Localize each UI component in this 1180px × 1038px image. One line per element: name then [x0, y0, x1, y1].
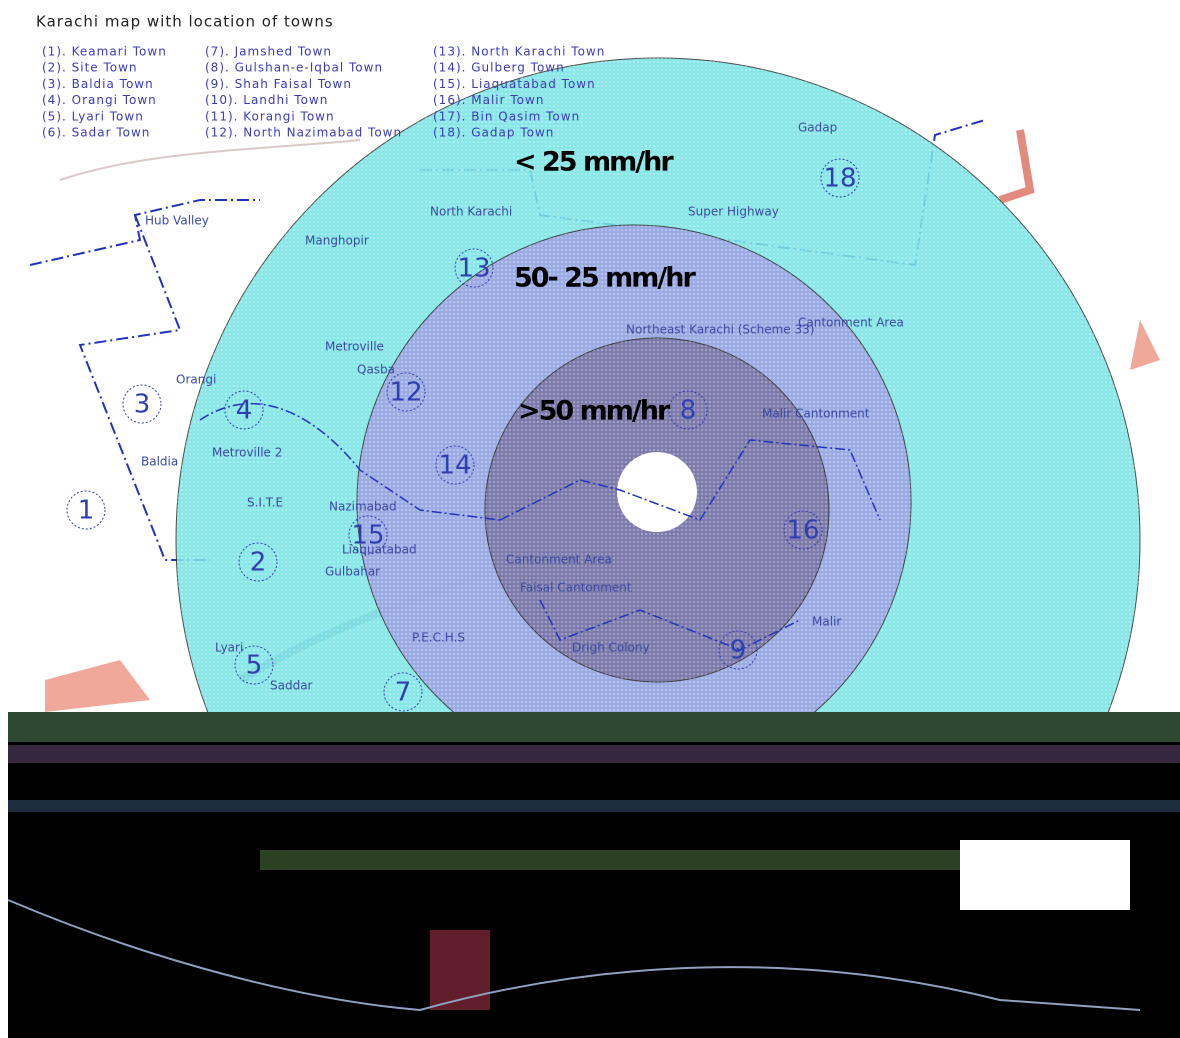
town-marker-ring: [66, 490, 106, 530]
town-marker: 16: [786, 516, 819, 546]
legend-item: (5). Lyari Town: [42, 109, 144, 123]
town-marker-ring: [238, 542, 278, 582]
legend-item: (2). Site Town: [42, 61, 138, 75]
town-marker-ring: [718, 630, 758, 670]
legend-item: (1). Keamari Town: [42, 45, 167, 59]
place-label: Saddar: [270, 679, 313, 693]
town-marker-ring: [783, 510, 823, 550]
title: Karachi map with location of towns: [36, 13, 334, 31]
town-marker: 9: [730, 636, 747, 666]
town-marker-ring: [348, 515, 388, 555]
legend-item: (11). Korangi Town: [205, 109, 335, 123]
town-marker: 4: [236, 396, 253, 426]
zone-label: < 25 mm/hr: [514, 147, 674, 178]
place-label: P.E.C.H.S: [412, 631, 465, 645]
town-marker-ring: [234, 645, 274, 685]
town-marker: 14: [438, 451, 471, 481]
legend-item: (3). Baldia Town: [42, 77, 154, 91]
place-label: Hub Valley: [145, 214, 209, 228]
town-marker-ring: [386, 372, 426, 412]
place-label: Malir: [812, 615, 841, 629]
place-label: North Karachi: [430, 205, 512, 219]
legend-item: (4). Orangi Town: [42, 93, 157, 107]
center-hole: [617, 452, 697, 532]
zone-label: >50 mm/hr: [518, 396, 671, 427]
legend-item: (6). Sadar Town: [42, 126, 150, 140]
place-label: Northeast Karachi (Scheme 33): [626, 323, 814, 337]
place-label: Gadap: [798, 121, 837, 135]
place-label: Nazimabad: [329, 500, 397, 514]
legend-item: (10). Landhi Town: [205, 93, 328, 107]
place-label: Baldia: [141, 455, 178, 469]
place-label: Metroville: [325, 340, 384, 354]
legend-item: (8). Gulshan-e-Iqbal Town: [205, 61, 383, 75]
place-label: Metroville 2: [212, 446, 282, 460]
town-marker-ring: [435, 445, 475, 485]
town-marker: 5: [246, 651, 263, 681]
town-marker: 1: [78, 496, 95, 526]
town-marker: 2: [250, 548, 267, 578]
town-marker: 3: [134, 390, 151, 420]
town-marker: 7: [395, 678, 412, 708]
town-marker-ring: [383, 672, 423, 712]
town-marker-ring: [122, 384, 162, 424]
town-marker: 12: [389, 378, 422, 408]
place-label: Orangi: [176, 373, 216, 387]
legend-item: (14). Gulberg Town: [433, 61, 565, 75]
inner-boundaries: [199, 402, 881, 651]
place-label: Qasba: [357, 363, 395, 377]
place-label: Drigh Colony: [572, 641, 650, 655]
zone-label: 50- 25 mm/hr: [514, 263, 697, 294]
legend-item: (12). North Nazimabad Town: [205, 126, 402, 140]
place-label: Cantonment Area: [506, 553, 612, 567]
legend-item: (9). Shah Faisal Town: [205, 77, 352, 91]
legend-item: (15). Liaquatabad Town: [433, 77, 596, 91]
town-marker-ring: [820, 158, 860, 198]
legend-item: (17). Bin Qasim Town: [433, 109, 580, 123]
town-marker-ring: [224, 390, 264, 430]
town-marker-ring: [668, 390, 708, 430]
town-marker: 13: [457, 254, 490, 284]
place-label: Malir Cantonment: [762, 407, 870, 421]
place-label: Manghopir: [305, 234, 369, 248]
town-marker: 18: [823, 164, 856, 194]
glitch-band: [7, 712, 1180, 1038]
place-label: S.I.T.E: [247, 496, 283, 510]
town-marker: 15: [351, 521, 384, 551]
place-label: Cantonment Area: [798, 316, 904, 330]
place-label: Gulbahar: [325, 565, 380, 579]
place-label: Faisal Cantonment: [520, 581, 632, 595]
town-marker-ring: [454, 248, 494, 288]
place-label: Lyari: [215, 641, 243, 655]
legend-item: (18). Gadap Town: [433, 126, 554, 140]
legend-item: (16). Malir Town: [433, 93, 544, 107]
place-label: Super Highway: [688, 205, 779, 219]
legend-item: (7). Jamshed Town: [205, 45, 332, 59]
legend-item: (13). North Karachi Town: [433, 45, 605, 59]
town-marker: 8: [680, 396, 697, 426]
